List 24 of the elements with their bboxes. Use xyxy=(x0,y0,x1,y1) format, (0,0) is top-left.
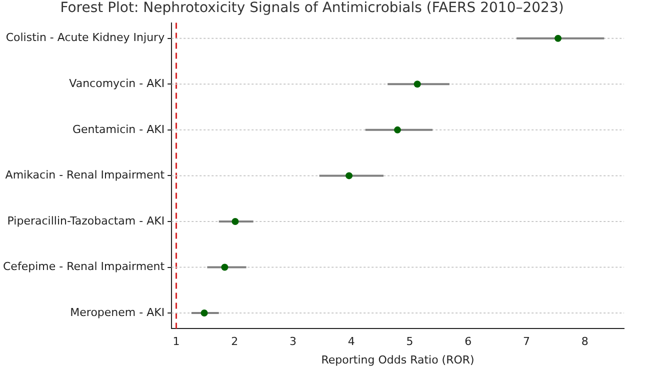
y-tick-label: Gentamicin - AKI xyxy=(72,122,165,136)
x-axis-title: Reporting Odds Ratio (ROR) xyxy=(321,353,474,366)
point xyxy=(200,310,208,317)
y-tick-label: Cefepime - Renal Impairment xyxy=(2,260,166,274)
x-tick-label: 4 xyxy=(348,335,355,348)
x-tick-label: 3 xyxy=(290,335,297,348)
x-tick-label: 1 xyxy=(172,335,180,348)
y-tick-label: Piperacillin-Tazobactam - AKI xyxy=(7,214,165,228)
x-tick-label: 5 xyxy=(406,335,414,348)
point xyxy=(346,172,353,180)
y-tick-label: Amikacin - Renal Impairment xyxy=(5,168,166,182)
point xyxy=(554,34,562,42)
x-tick-label: 2 xyxy=(231,335,238,348)
x-tick-label: 6 xyxy=(464,335,472,348)
x-tick-label: 8 xyxy=(581,335,588,348)
point xyxy=(221,264,228,271)
y-tick-label: Vancomycin - AKI xyxy=(69,77,165,90)
point xyxy=(414,80,421,88)
x-tick-label: 7 xyxy=(523,335,530,348)
y-tick-label: Meropenem - AKI xyxy=(70,306,165,319)
point xyxy=(394,126,402,134)
chart-title: Forest Plot: Nephrotoxicity Signals of Antimicrobials (FAERS 2010–2023) xyxy=(60,0,564,16)
point xyxy=(232,218,239,225)
y-tick-label: Colistin - Acute Kidney Injury xyxy=(6,31,166,44)
